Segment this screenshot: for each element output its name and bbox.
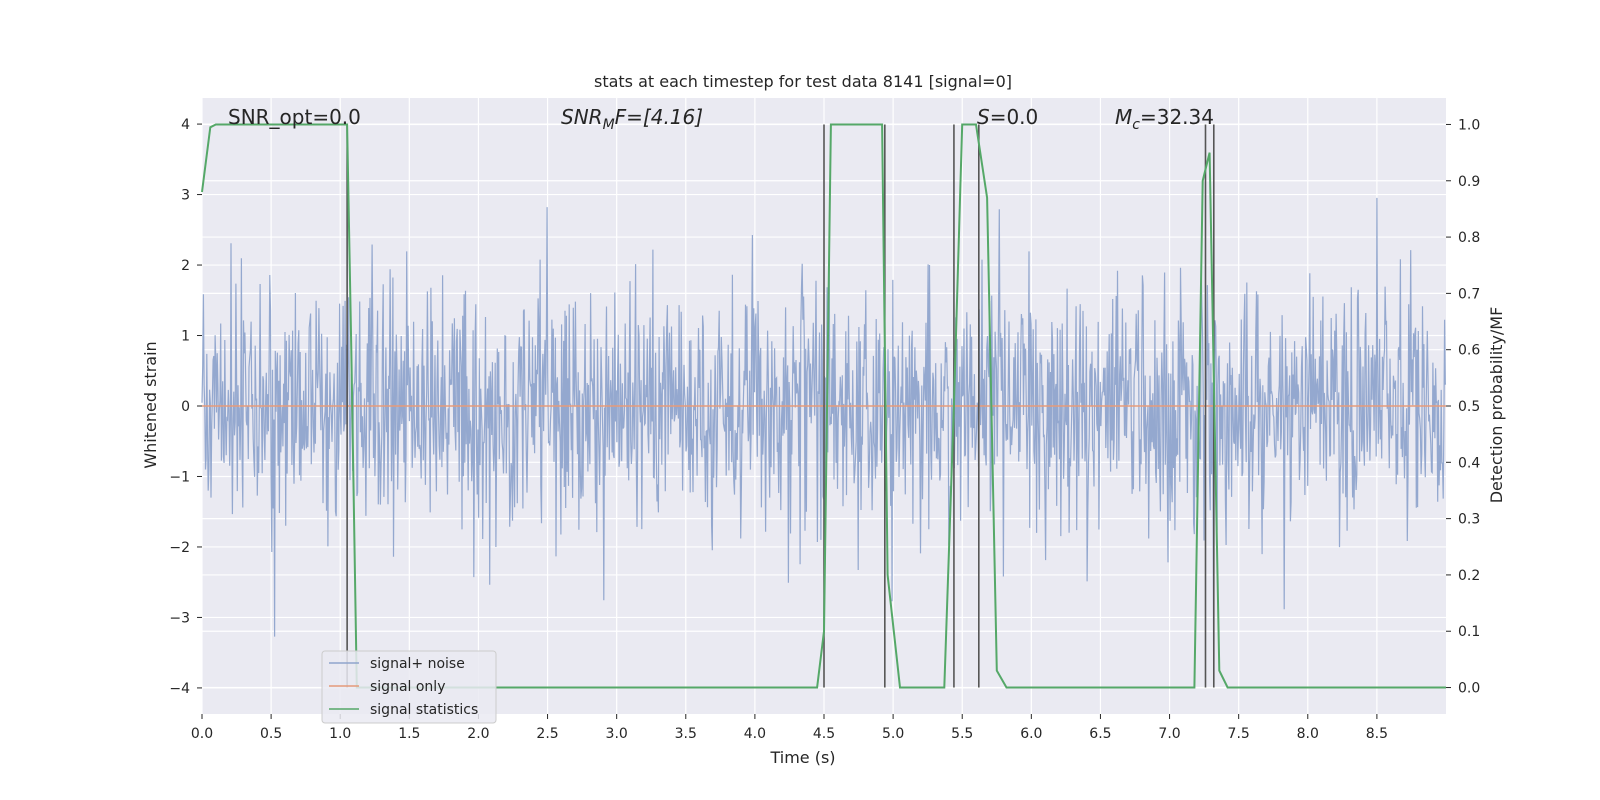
x-tick-label-0: 0.0	[191, 726, 213, 742]
x-tick-label-9: 4.5	[813, 726, 835, 742]
yl-tick-label-5: 1	[181, 329, 190, 345]
yr-tick-label-9: 0.9	[1458, 174, 1480, 190]
y-axis-label-left: Whitened strain	[141, 341, 160, 468]
annotation-snr-mf: SNRMF=[4.16]	[561, 105, 703, 133]
mc-sub: c	[1132, 117, 1140, 133]
x-tick-label-11: 5.5	[951, 726, 973, 742]
x-tick-label-1: 0.5	[260, 726, 282, 742]
annotation-s: S=0.0	[977, 105, 1038, 129]
legend-label-signal: signal only	[370, 679, 445, 695]
statistics-line	[201, 123, 1446, 689]
s-base: S	[977, 105, 990, 129]
x-tick-label-15: 7.5	[1228, 726, 1250, 742]
yl-tick-label-2: −2	[169, 540, 190, 556]
yl-tick-label-4: 0	[181, 399, 190, 415]
axes: 0.0 0.5 1.0 1.5 2.0 2.5 3.0 3.5 4.0 4.5 5.0 5.5 6.0 6…	[169, 117, 1480, 742]
x-tick-label-2: 1.0	[329, 726, 351, 742]
x-tick-label-13: 6.5	[1089, 726, 1111, 742]
yr-tick-label-5: 0.5	[1458, 399, 1480, 415]
x-tick-label-16: 8.0	[1297, 726, 1319, 742]
statistics-series	[201, 123, 1446, 689]
snr-mf-sub: M	[603, 117, 615, 133]
x-tick-label-5: 2.5	[536, 726, 558, 742]
x-tick-label-12: 6.0	[1020, 726, 1042, 742]
mc-base: M	[1115, 105, 1132, 129]
x-tick-label-8: 4.0	[744, 726, 766, 742]
yl-tick-label-7: 3	[181, 188, 190, 204]
x-tick-label-3: 1.5	[398, 726, 420, 742]
yl-tick-label-1: −3	[169, 610, 190, 626]
chart-title: stats at each timestep for test data 814…	[594, 72, 1012, 91]
yr-tick-label-10: 1.0	[1458, 117, 1480, 133]
yr-tick-label-6: 0.6	[1458, 343, 1480, 359]
yr-tick-label-7: 0.7	[1458, 286, 1480, 302]
yl-tick-label-0: −4	[169, 681, 190, 697]
x-tick-label-7: 3.5	[675, 726, 697, 742]
x-tick-label-10: 5.0	[882, 726, 904, 742]
legend: signal+ noise signal only signal statist…	[321, 650, 497, 724]
snr-mf-rest: F=[4.16]	[615, 105, 703, 129]
yr-tick-label-1: 0.1	[1458, 624, 1480, 640]
mc-rest: =32.34	[1140, 105, 1214, 129]
yr-tick-label-0: 0.0	[1458, 681, 1480, 697]
yr-tick-label-3: 0.3	[1458, 512, 1480, 528]
annotation-snr-opt: SNR_opt=0.0	[228, 105, 361, 129]
yl-tick-label-3: −1	[169, 469, 190, 485]
x-tick-label-17: 8.5	[1366, 726, 1388, 742]
snr-mf-base: SNR	[561, 105, 603, 129]
yr-tick-label-8: 0.8	[1458, 230, 1480, 246]
x-tick-label-6: 3.0	[606, 726, 628, 742]
legend-box	[321, 650, 497, 724]
yr-tick-label-2: 0.2	[1458, 568, 1480, 584]
y-axis-label-right: Detection probability/MF	[1487, 307, 1506, 504]
yr-tick-label-4: 0.4	[1458, 455, 1480, 471]
annotation-mc: Mc=32.34	[1115, 105, 1214, 133]
x-tick-label-4: 2.0	[467, 726, 489, 742]
x-axis-label: Time (s)	[769, 748, 835, 767]
yl-tick-label-8: 4	[181, 117, 190, 133]
legend-label-stats: signal statistics	[370, 702, 478, 718]
x-tick-label-14: 7.0	[1158, 726, 1180, 742]
legend-label-noise: signal+ noise	[370, 656, 465, 672]
yl-tick-label-6: 2	[181, 258, 190, 274]
s-rest: =0.0	[990, 105, 1039, 129]
